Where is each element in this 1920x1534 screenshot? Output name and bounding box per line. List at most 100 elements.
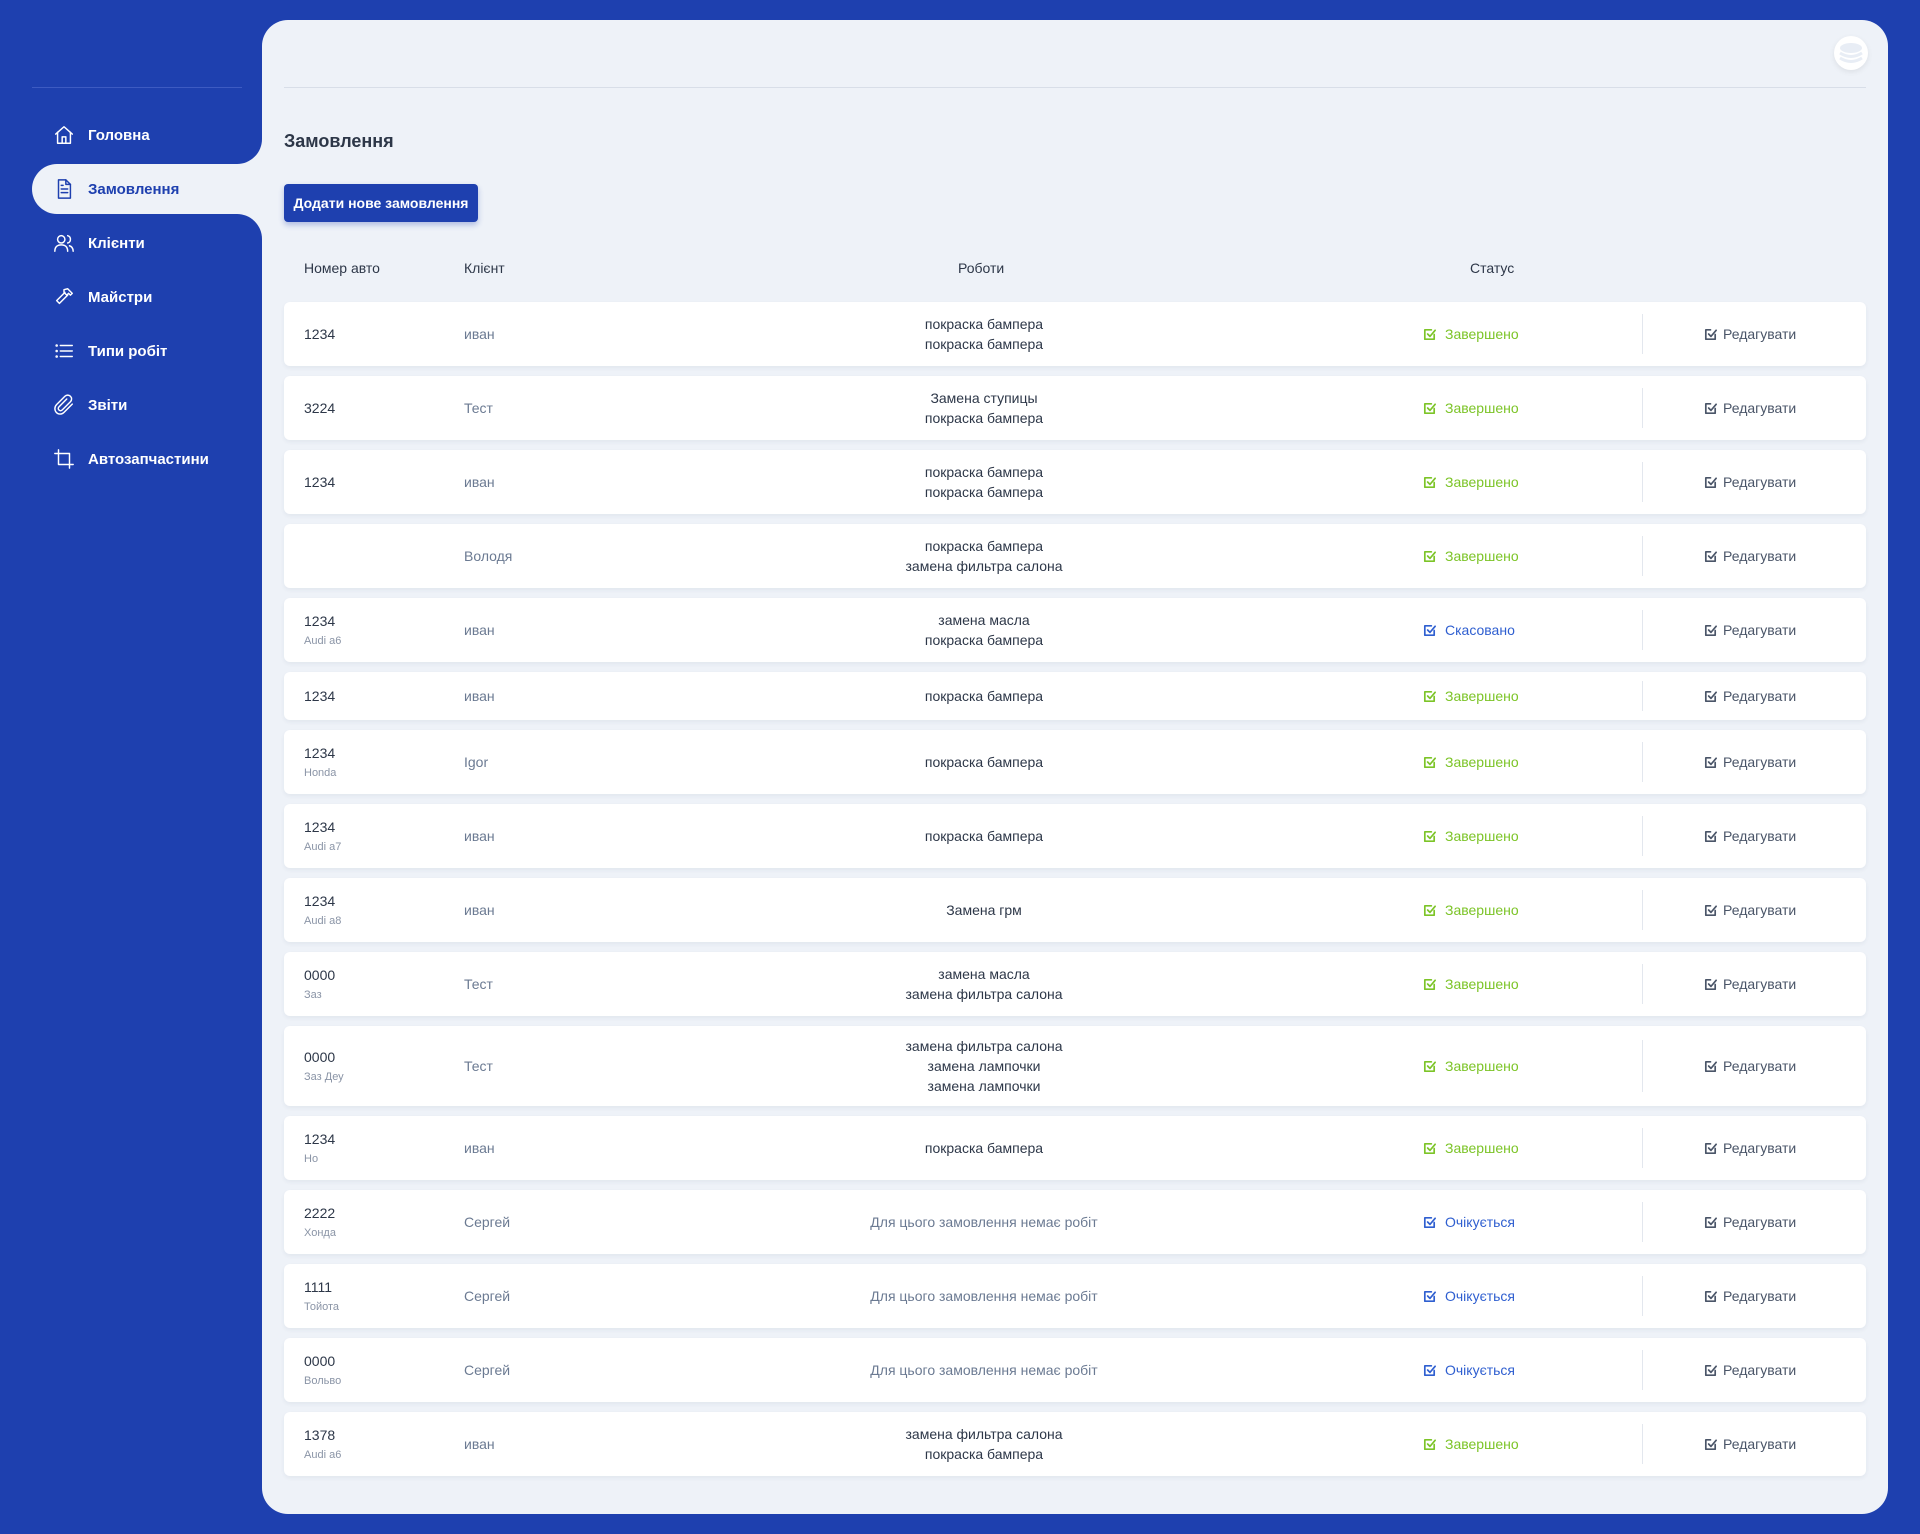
edit-button[interactable]: Редагувати [1703, 1190, 1796, 1254]
plate-number: 1111 [304, 1279, 333, 1295]
edit-button[interactable]: Редагувати [1703, 524, 1796, 588]
crop-icon [52, 447, 76, 471]
column-divider [1642, 1040, 1643, 1092]
users-icon [52, 231, 76, 255]
edit-icon [1703, 1289, 1723, 1304]
edit-button[interactable]: Редагувати [1703, 878, 1796, 942]
table-row: 1378 Audi a6 иван замена фильтра салона покр… [284, 1412, 1866, 1476]
works-cell: замена масла покраска бампера [734, 598, 1234, 662]
car-model: Вольво [304, 1375, 342, 1387]
status-badge: Очікується [1422, 1264, 1515, 1328]
column-divider [1642, 741, 1643, 783]
edit-label: Редагувати [1723, 1436, 1797, 1452]
status-label: Завершено [1445, 902, 1519, 918]
edit-button[interactable]: Редагувати [1703, 1116, 1796, 1180]
status-label: Завершено [1445, 548, 1519, 564]
hammer-icon [52, 285, 76, 309]
column-divider [1642, 461, 1643, 503]
edit-label: Редагувати [1723, 326, 1797, 342]
works-cell: замена фильтра салона покраска бампера [734, 1412, 1234, 1476]
edit-label: Редагувати [1723, 1288, 1797, 1304]
status-label: Очікується [1445, 1214, 1516, 1230]
column-divider [1642, 1275, 1643, 1317]
check-icon [1422, 327, 1445, 342]
status-label: Завершено [1445, 688, 1519, 704]
client-name: Сергей [464, 1288, 511, 1304]
works-cell: покраска бампера [734, 730, 1234, 794]
table-row: 1234 Audi a7 иван покраска бампера Завершено… [284, 804, 1866, 868]
orders-table: 1234 иван покраска бампера покраска бампера… [284, 302, 1866, 1486]
table-row: Володя покраска бампера замена фильтра сал… [284, 524, 1866, 588]
sidebar-item-6[interactable]: Автозапчастини [32, 434, 262, 484]
table-header: Номер авто Клієнт Роботи Статус [284, 260, 1866, 280]
plate-number: 0000 [304, 1353, 336, 1369]
plate-number: 2222 [304, 1205, 336, 1221]
check-icon [1422, 401, 1445, 416]
column-divider [1642, 815, 1643, 857]
work-item: покраска бампера [924, 828, 1044, 844]
edit-button[interactable]: Редагувати [1703, 1412, 1796, 1476]
status-label: Завершено [1445, 474, 1519, 490]
edit-icon [1703, 755, 1723, 770]
sidebar-item-4[interactable]: Типи робіт [32, 326, 262, 376]
paperclip-icon [52, 393, 76, 417]
works-cell: покраска бампера [734, 804, 1234, 868]
works-cell: замена фильтра салона замена лампочки заме… [734, 1026, 1234, 1106]
sidebar-item-0[interactable]: Головна [32, 110, 262, 160]
status-label: Завершено [1445, 326, 1519, 342]
plate-cell: 1234 Honda [304, 730, 336, 794]
status-label: Завершено [1445, 976, 1519, 992]
home-icon [52, 123, 76, 147]
client-name: Володя [464, 548, 513, 564]
column-header-client: Клієнт [464, 260, 505, 276]
sidebar-item-1[interactable]: Замовлення [32, 164, 262, 214]
edit-label: Редагувати [1723, 474, 1797, 490]
edit-icon [1703, 327, 1723, 342]
sidebar-item-3[interactable]: Майстри [32, 272, 262, 322]
edit-icon [1703, 977, 1723, 992]
edit-button[interactable]: Редагувати [1703, 672, 1796, 720]
status-badge: Завершено [1422, 952, 1519, 1016]
works-cell: покраска бампера покраска бампера [734, 450, 1234, 514]
edit-button[interactable]: Редагувати [1703, 1026, 1796, 1106]
edit-button[interactable]: Редагувати [1703, 952, 1796, 1016]
add-order-button[interactable]: Додати нове замовлення [284, 184, 478, 222]
sidebar-item-label: Головна [88, 126, 150, 144]
edit-label: Редагувати [1723, 1058, 1797, 1074]
check-icon [1422, 475, 1445, 490]
edit-button[interactable]: Редагувати [1703, 302, 1796, 366]
column-header-works: Роботи [958, 260, 1005, 276]
table-row: 0000 Заз Деу Тест замена фильтра салона заме… [284, 1026, 1866, 1106]
avatar[interactable] [1834, 36, 1868, 70]
works-cell: покраска бампера [734, 672, 1234, 720]
sidebar-item-5[interactable]: Звіти [32, 380, 262, 430]
edit-label: Редагувати [1723, 688, 1797, 704]
work-item: покраска бампера [924, 754, 1044, 770]
sidebar-item-2[interactable]: Клієнти [32, 218, 262, 268]
edit-button[interactable]: Редагувати [1703, 1264, 1796, 1328]
work-item: замена лампочки [927, 1058, 1041, 1074]
table-row: 1234 Honda Igor покраска бампера Завершено Ре… [284, 730, 1866, 794]
check-icon [1422, 1363, 1445, 1378]
plate-number: 0000 [304, 967, 336, 983]
status-badge: Завершено [1422, 730, 1519, 794]
column-divider [1642, 609, 1643, 651]
edit-button[interactable]: Редагувати [1703, 730, 1796, 794]
table-row: 1111 Тойота Сергей Для цього замовлення нем… [284, 1264, 1866, 1328]
work-item: замена масла [938, 966, 1030, 982]
car-model: Audi a8 [304, 915, 342, 927]
check-icon [1422, 549, 1445, 564]
work-item: покраска бампера [924, 1140, 1044, 1156]
sidebar-nav: Головна Замовлення Клієнти Майстри Типи робі… [32, 110, 262, 488]
plate-number: 1234 [304, 613, 336, 629]
edit-button[interactable]: Редагувати [1703, 450, 1796, 514]
edit-button[interactable]: Редагувати [1703, 376, 1796, 440]
work-item: замена фильтра салона [905, 986, 1063, 1002]
plate-cell: 1234 [304, 450, 335, 514]
edit-button[interactable]: Редагувати [1703, 598, 1796, 662]
table-row: 2222 Хонда Сергей Для цього замовлення нема… [284, 1190, 1866, 1254]
edit-button[interactable]: Редагувати [1703, 1338, 1796, 1402]
column-divider [1642, 1423, 1643, 1465]
table-row: 1234 Но иван покраска бампера Завершено Редаг… [284, 1116, 1866, 1180]
edit-button[interactable]: Редагувати [1703, 804, 1796, 868]
